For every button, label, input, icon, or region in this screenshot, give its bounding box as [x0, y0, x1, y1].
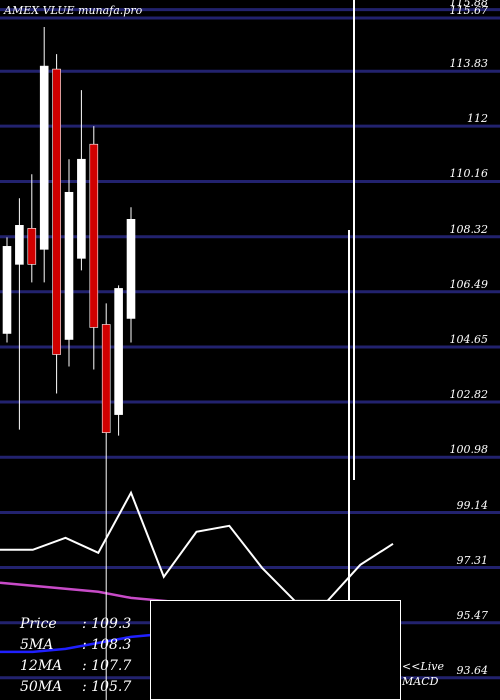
- candles: [2, 27, 136, 700]
- white-line: [0, 490, 394, 602]
- candle-body: [77, 158, 86, 259]
- y-tick-label: 115.88: [449, 0, 489, 9]
- info-50ma-label: 50MA: [20, 679, 63, 695]
- chart-title: AMEX VLUE munafa.pro: [4, 4, 143, 17]
- candle-body: [39, 65, 49, 250]
- info-price: Price: 109.3: [20, 616, 131, 632]
- info-50ma: 50MA: 105.7: [20, 679, 131, 695]
- candle-body: [64, 191, 74, 340]
- y-tick-label: 93.64: [456, 663, 489, 677]
- y-tick-label: 104.65: [449, 332, 489, 346]
- info-price-label: Price: [20, 616, 57, 632]
- candle-body: [52, 68, 61, 355]
- info-5ma: 5MA: 108.3: [20, 637, 131, 653]
- info-5ma-value: 108.3: [91, 637, 132, 653]
- y-tick-label: 99.14: [456, 498, 489, 512]
- y-tick-label: 115.67: [449, 4, 489, 18]
- candle-body: [15, 225, 24, 265]
- info-5ma-label: 5MA: [20, 637, 54, 653]
- candle-body: [114, 288, 123, 415]
- live-label[interactable]: <<Live: [402, 660, 444, 673]
- info-12ma-value: 107.7: [91, 658, 132, 674]
- info-12ma-sep: :: [82, 658, 87, 674]
- info-12ma: 12MA: 107.7: [20, 658, 131, 674]
- y-tick-label: 97.31: [456, 553, 489, 567]
- candle-body: [126, 219, 136, 319]
- candle-body: [89, 143, 99, 328]
- info-price-sep: :: [82, 616, 87, 632]
- y-tick-label: 110.16: [449, 167, 489, 181]
- candle-body: [2, 246, 12, 334]
- y-tick-label: 113.83: [449, 57, 489, 71]
- info-50ma-value: 105.7: [91, 679, 132, 695]
- info-50ma-sep: :: [82, 679, 87, 695]
- y-tick-label: 102.82: [449, 387, 489, 401]
- macd-panel: [150, 600, 401, 700]
- candle-body: [27, 228, 37, 265]
- y-tick-label: 108.32: [449, 222, 489, 236]
- macd-label: MACD: [402, 675, 439, 688]
- y-tick-label: 95.47: [456, 608, 489, 622]
- y-tick-label: 106.49: [449, 277, 489, 291]
- y-tick-label: 112: [467, 112, 488, 126]
- candle-body: [101, 324, 111, 433]
- info-12ma-label: 12MA: [20, 658, 63, 674]
- info-5ma-sep: :: [82, 637, 87, 653]
- info-price-value: 109.3: [91, 616, 132, 632]
- grid-layer: [0, 8, 500, 680]
- y-tick-label: 100.98: [449, 443, 489, 457]
